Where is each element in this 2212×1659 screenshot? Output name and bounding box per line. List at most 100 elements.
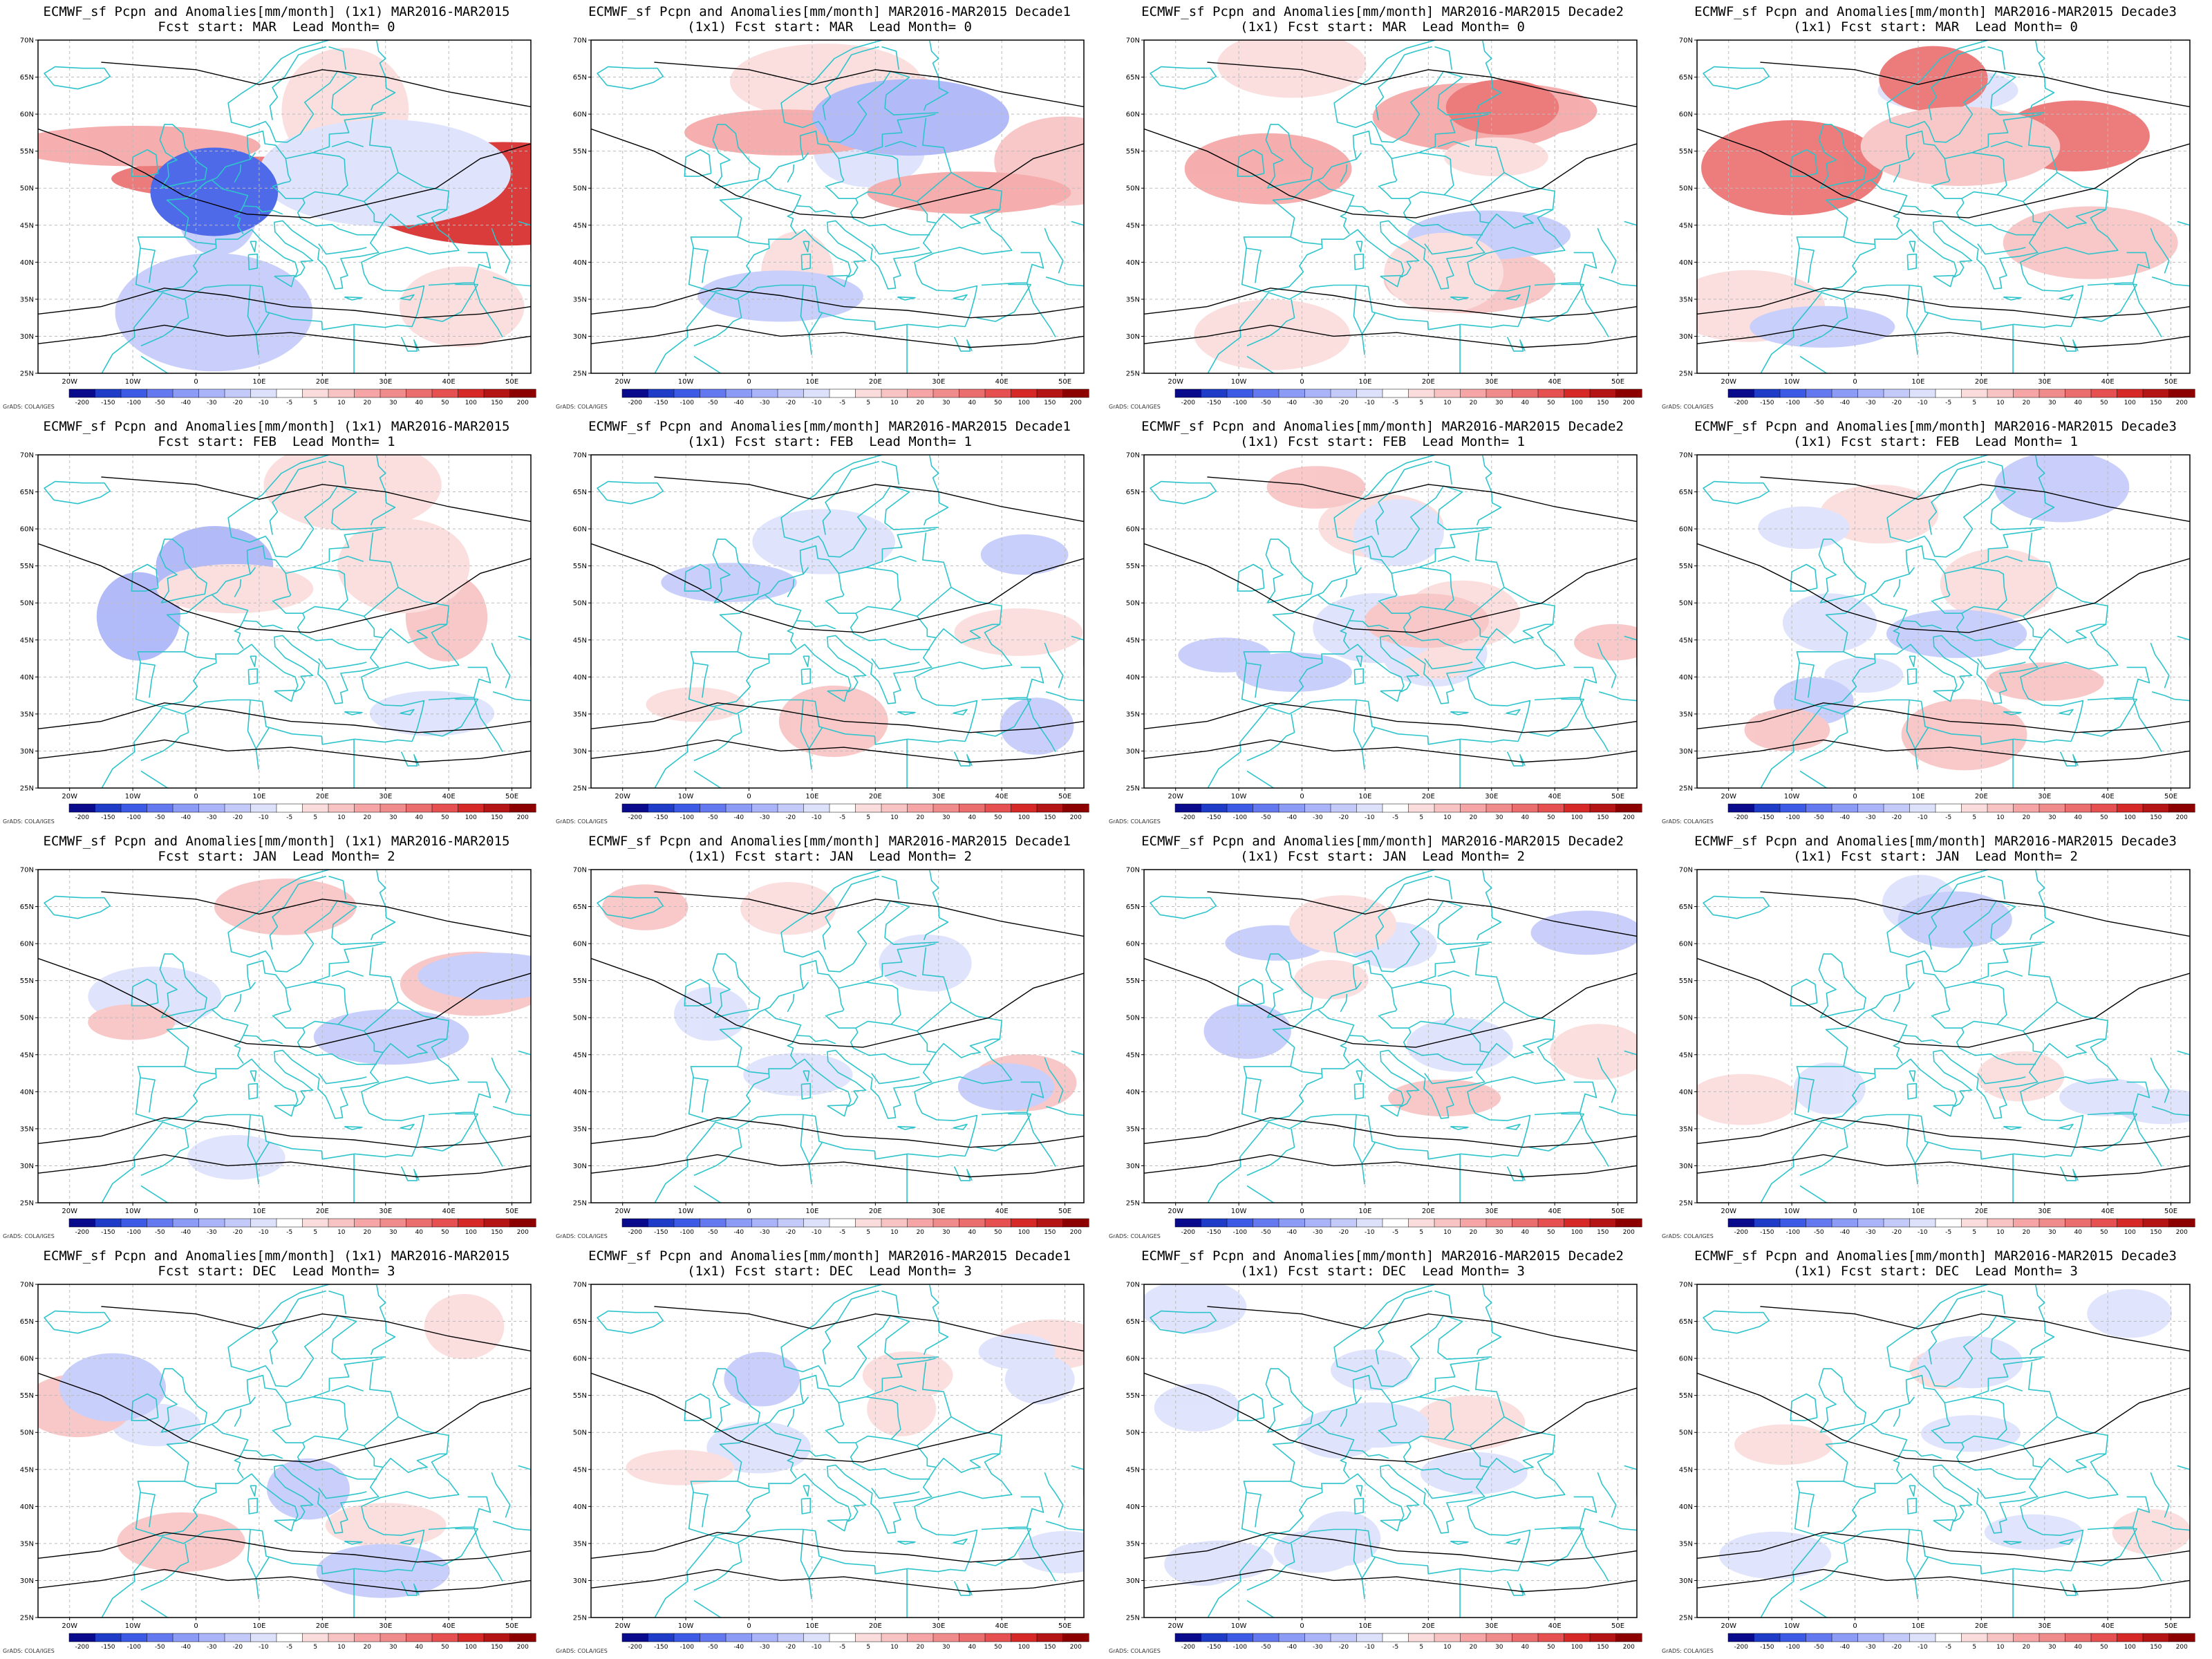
y-tick-label: 30N <box>1126 748 1140 756</box>
coastline-segment <box>2056 587 2108 625</box>
x-axis-ticks: 20W 10W 0 10E 20E 30E 40E 50E <box>62 1618 518 1630</box>
coastline-segment <box>737 1066 769 1075</box>
y-tick-label: 30N <box>1679 1577 1693 1585</box>
contour-line <box>1144 543 1637 633</box>
map-panel: 20W 10W 0 10E 20E 30E 40E 50E 70N 65N 60N 55N 50N 45N… <box>1659 0 2212 415</box>
colorbar-swatch <box>1036 1633 1064 1642</box>
y-tick-label: 70N <box>20 37 34 45</box>
panel-title: ECMWF_sf Pcpn and Anomalies[mm/month] MA… <box>588 4 1071 19</box>
colorbar-swatch <box>95 1633 122 1642</box>
coastline-segment <box>1818 953 1866 1018</box>
y-tick-label: 60N <box>20 111 34 119</box>
colorbar-swatch <box>120 803 148 813</box>
colorbar-label: -5 <box>839 1644 845 1651</box>
coastline-segment <box>787 579 795 598</box>
panel-subtitle: (1x1) Fcst start: DEC Lead Month= 3 <box>1793 1264 2078 1279</box>
colorbar-swatch <box>1537 1633 1565 1642</box>
coastline-segment <box>473 697 503 752</box>
colorbar-swatch <box>1779 388 1807 398</box>
colorbar-swatch <box>725 1633 753 1642</box>
coastline-segment <box>140 247 156 283</box>
colorbar-label: -50 <box>155 1229 165 1236</box>
coastline-segment <box>1434 1290 1452 1314</box>
anomaly-region <box>2115 1089 2190 1125</box>
colorbar-swatch <box>2013 1633 2040 1642</box>
anomaly-region <box>1530 910 1637 955</box>
colorbar-swatch <box>120 1633 148 1642</box>
x-tick-label: 10W <box>678 1622 694 1630</box>
colorbar-label: 5 <box>866 1229 870 1236</box>
x-tick-label: 10W <box>1231 378 1247 386</box>
colorbar-label: 200 <box>1070 1644 1082 1651</box>
colorbar-swatch <box>354 1218 381 1228</box>
colorbar-swatch <box>1253 1218 1280 1228</box>
y-tick-label: 35N <box>20 1125 34 1133</box>
colorbar-swatch <box>276 388 303 398</box>
contour-line <box>591 288 1084 319</box>
colorbar-label: 10 <box>337 814 346 821</box>
colorbar-label: -20 <box>1891 400 1902 406</box>
y-tick-label: 45N <box>1679 637 1693 644</box>
anomaly-shading <box>1178 466 1637 692</box>
colorbar-swatch <box>621 1633 649 1642</box>
y-tick-label: 65N <box>1679 74 1693 82</box>
colorbar-label: -40 <box>733 814 744 821</box>
x-tick-label: 0 <box>747 793 751 800</box>
colorbar-swatch <box>1485 803 1513 813</box>
x-tick-label: 40E <box>995 793 1009 800</box>
x-tick-label: 50E <box>1611 1208 1624 1215</box>
colorbar-swatch <box>1883 803 1911 813</box>
x-tick-label: 40E <box>1548 378 1562 386</box>
map-plot-area <box>1697 870 2190 1203</box>
colorbar-label: 100 <box>2124 1229 2136 1236</box>
coastline-segment <box>871 1073 920 1085</box>
colorbar-swatch <box>1909 1633 1936 1642</box>
anomaly-region <box>1921 1335 2023 1389</box>
contour-line <box>101 1306 531 1352</box>
colorbar-label: -10 <box>1918 814 1928 821</box>
colorbar-swatch <box>379 803 407 813</box>
coastline-segment <box>1902 205 1942 215</box>
colorbar-swatch <box>1226 1218 1254 1228</box>
colorbar-label: 200 <box>1623 814 1635 821</box>
colorbar: -200 -150 -100 -50 -40 -30 -20 -10 -5 5 10 20 30 40 50… <box>621 1633 1089 1651</box>
graticule <box>591 1284 1084 1618</box>
anomaly-shading <box>88 878 531 1180</box>
colorbar-swatch <box>1036 388 1064 398</box>
coastline-segment <box>1265 1368 1313 1433</box>
coastline-segment <box>44 1310 111 1334</box>
colorbar-swatch <box>1961 803 1988 813</box>
colorbar-label: 5 <box>313 400 317 406</box>
colorbar-label: -10 <box>1918 1229 1928 1236</box>
colorbar-swatch <box>1460 1218 1487 1228</box>
colorbar-swatch <box>932 803 960 813</box>
coastline-segment <box>1356 1485 1363 1497</box>
x-tick-label: 40E <box>2101 793 2115 800</box>
coastline-segment <box>297 1027 377 1065</box>
coastline-segment <box>1909 567 1915 574</box>
y-tick-label: 55N <box>20 563 34 570</box>
precip-anomaly-map: 20W 10W 0 10E 20E 30E 40E 50E70N65N60N55N50N45N… <box>1679 867 2195 1236</box>
colorbar-label: -40 <box>180 814 191 821</box>
coastline-segment <box>2150 1057 2170 1103</box>
coastline-segment <box>1349 1035 1389 1044</box>
contour-line <box>1144 288 1637 319</box>
colorbar-swatch <box>1201 1218 1228 1228</box>
y-tick-label: 55N <box>1679 1392 1693 1400</box>
anomaly-region <box>1018 1530 1084 1574</box>
coastline-segment <box>1237 1393 1265 1421</box>
colorbar-swatch <box>1857 1218 1884 1228</box>
colorbar-label: 10 <box>1443 1644 1452 1651</box>
colorbar-swatch <box>1589 803 1617 813</box>
colorbar-label: -50 <box>708 400 718 406</box>
coastline-segment <box>1340 579 1348 598</box>
colorbar-label: -30 <box>1866 1229 1876 1236</box>
coastline-segment <box>688 1358 936 1537</box>
colorbar-label: 5 <box>1419 814 1423 821</box>
coastline-segment <box>897 711 916 715</box>
coastline-segment <box>1026 1527 1056 1582</box>
y-tick-label: 35N <box>573 1125 587 1133</box>
coastline-segment <box>850 198 930 236</box>
precip-contours <box>38 476 531 763</box>
coastline-segment <box>247 1114 257 1164</box>
